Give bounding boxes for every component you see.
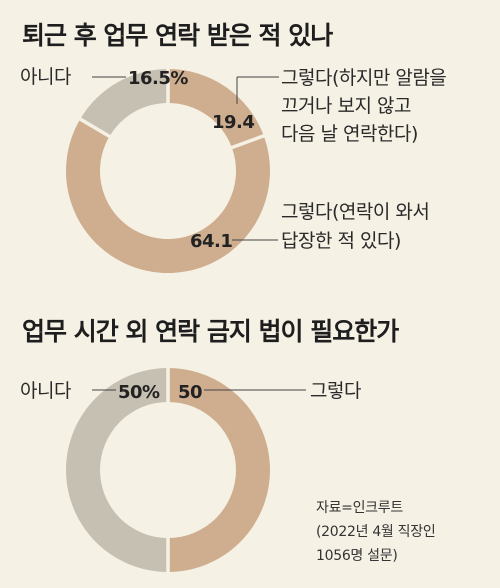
- chart1-value-yes-replied: 64.1: [190, 231, 232, 252]
- source-line-3: 1056명 설문): [316, 548, 397, 564]
- chart1-separator: [78, 117, 112, 139]
- chart2-value-yes: 50: [178, 382, 202, 403]
- chart1-separator: [230, 133, 266, 150]
- chart1-label-no: 아니다: [20, 66, 71, 88]
- chart2-donut: [66, 367, 270, 573]
- chart1-value-yes-later: 19.4: [212, 112, 254, 133]
- chart2-title: 업무 시간 외 연락 금지 법이 필요한가: [22, 317, 399, 346]
- chart1-donut: [65, 68, 271, 273]
- chart2-labels: 아니다 50% 50 그렇다: [20, 380, 361, 403]
- chart1-label-yes-replied-1: 그렇다(연락이 와서: [281, 201, 429, 223]
- chart1-label-yes-later-3: 다음 날 연락한다): [281, 123, 418, 145]
- chart2-label-no: 아니다: [20, 380, 71, 402]
- chart1-label-yes-later-1: 그렇다(하지만 알람을: [281, 67, 446, 89]
- source-line-1: 자료=인크루트: [316, 500, 403, 516]
- chart1-title: 퇴근 후 업무 연락 받은 적 있나: [22, 21, 333, 50]
- chart1-slice-2: [65, 119, 271, 273]
- chart1-value-no: 16.5%: [128, 68, 188, 89]
- chart2-label-yes: 그렇다: [310, 380, 361, 402]
- chart1-label-yes-later-2: 끄거나 보지 않고: [281, 95, 411, 117]
- source-line-2: (2022년 4월 직장인: [316, 524, 435, 540]
- chart2-slice-0: [168, 368, 270, 572]
- chart2-value-no: 50%: [118, 382, 160, 403]
- chart1-label-yes-replied-2: 답장한 적 있다): [281, 230, 401, 252]
- chart2-slice-1: [66, 368, 168, 572]
- chart1-slice-0: [80, 69, 168, 137]
- chart1-slice-1: [168, 69, 264, 148]
